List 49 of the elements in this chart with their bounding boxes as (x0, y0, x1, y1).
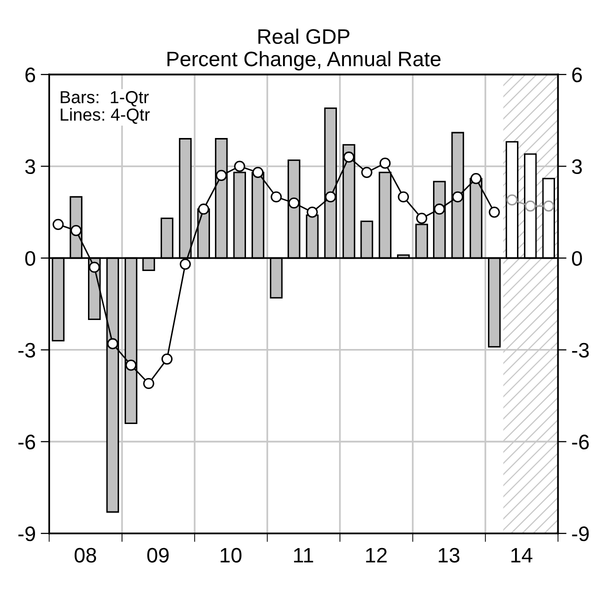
y-tick-label: 6 (25, 68, 36, 82)
y-tick-label: 0 (25, 251, 36, 266)
point (361, 166, 372, 178)
y2-tick-label: 0 (572, 251, 582, 266)
point (470, 172, 482, 184)
point (52, 218, 64, 230)
y-tick-label: -3 (18, 342, 36, 358)
point (270, 191, 282, 202)
point (416, 212, 428, 224)
x-tick-label: 13 (438, 548, 460, 563)
point (506, 194, 518, 206)
point (70, 224, 82, 236)
y2-tick-label: -9 (572, 526, 589, 542)
y2-tick-label: -6 (572, 434, 589, 450)
y2-tick-label: 3 (572, 159, 582, 174)
point (107, 338, 118, 350)
point (216, 170, 227, 182)
point (252, 166, 264, 178)
point (543, 200, 554, 212)
y-tick-label: -6 (18, 434, 36, 450)
point (234, 160, 246, 172)
point (488, 206, 500, 218)
point (198, 204, 210, 215)
point (125, 360, 137, 371)
point (524, 200, 536, 212)
y-tick-label: 3 (25, 159, 36, 174)
point (180, 258, 191, 270)
point (434, 204, 445, 215)
x-tick-label: 10 (220, 548, 242, 563)
point (88, 262, 100, 273)
point (452, 191, 464, 202)
x-tick-label: 09 (147, 548, 169, 563)
point (380, 158, 391, 169)
point (343, 152, 354, 163)
x-tick-label: 12 (366, 548, 387, 562)
x-tick-label: 14 (511, 548, 532, 562)
point (398, 191, 409, 202)
point (288, 197, 300, 209)
y2-tick-label: -3 (572, 342, 589, 358)
x-tick-label: 11 (294, 548, 314, 562)
y2-tick-label: 6 (572, 68, 582, 82)
x-tick-label: 08 (74, 548, 96, 563)
point (325, 191, 336, 202)
y-tick-label: -9 (18, 526, 36, 542)
point (306, 206, 318, 218)
point (143, 378, 154, 390)
chart-title: Real GDP Percent Change, Annual Rate (167, 28, 441, 70)
annotation: Bars: 1-Qtr Lines: 4-Qtr (60, 91, 150, 124)
point (161, 353, 173, 365)
